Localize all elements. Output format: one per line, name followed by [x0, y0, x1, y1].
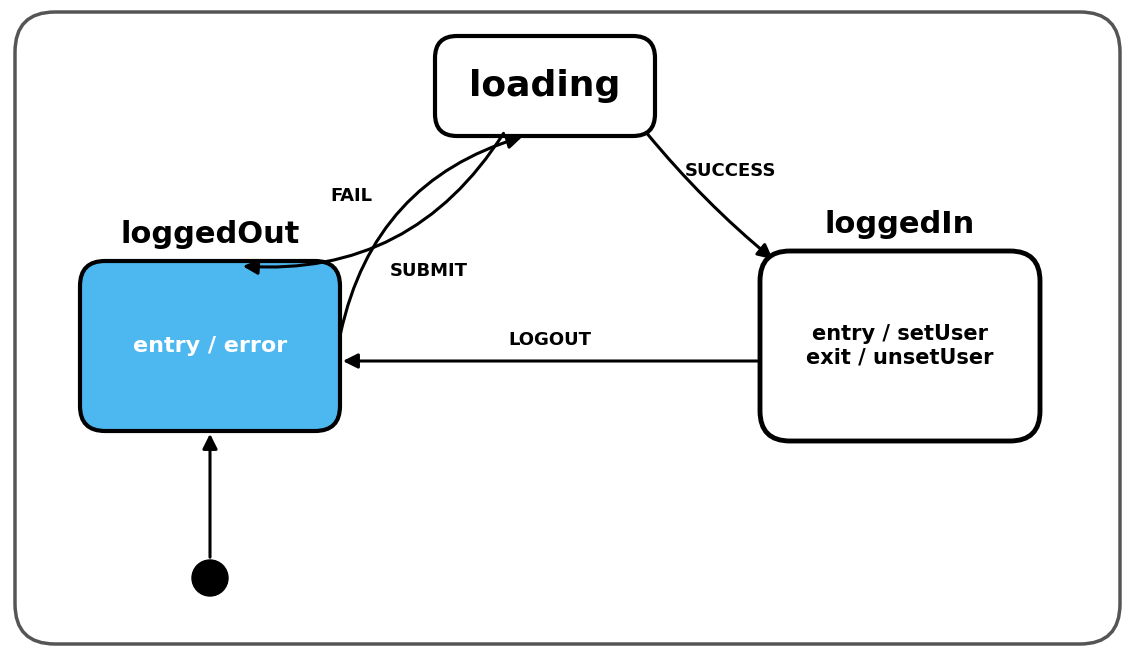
Circle shape	[192, 560, 228, 596]
FancyBboxPatch shape	[435, 36, 655, 136]
Text: loggedIn: loggedIn	[825, 210, 975, 239]
Text: loading: loading	[469, 69, 621, 103]
Text: entry / error: entry / error	[133, 336, 287, 356]
FancyBboxPatch shape	[79, 261, 340, 431]
Text: LOGOUT: LOGOUT	[508, 331, 591, 349]
Text: loggedOut: loggedOut	[120, 220, 300, 249]
Text: SUBMIT: SUBMIT	[390, 262, 468, 280]
Text: FAIL: FAIL	[330, 187, 372, 205]
FancyBboxPatch shape	[760, 251, 1040, 441]
FancyBboxPatch shape	[15, 12, 1120, 644]
Text: entry / setUser
exit / unsetUser: entry / setUser exit / unsetUser	[806, 325, 994, 367]
Text: SUCCESS: SUCCESS	[686, 162, 776, 180]
